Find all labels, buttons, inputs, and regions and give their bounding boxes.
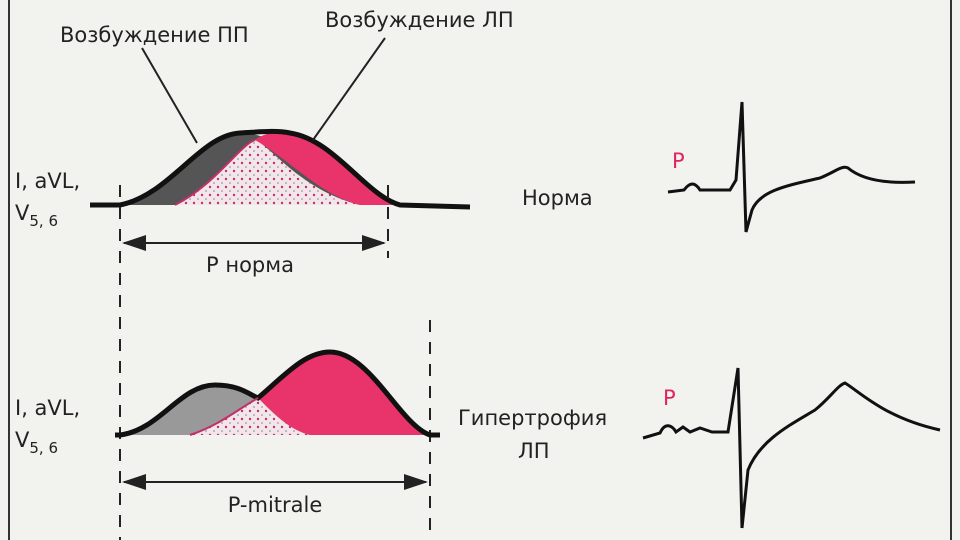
overlap-area	[175, 140, 360, 205]
lead-sub: 5, 6	[29, 212, 58, 230]
state-label: ЛП	[518, 439, 550, 463]
overlap-area	[190, 398, 310, 435]
leads: V5, 6	[15, 201, 58, 230]
la-start	[174, 139, 256, 206]
bottom-p-wave	[115, 349, 440, 438]
la-area	[255, 132, 400, 205]
interval-label: P-mitrale	[228, 493, 323, 517]
label: Возбуждение ПП	[60, 23, 249, 47]
pointer	[312, 37, 386, 141]
p-outline	[115, 349, 440, 438]
la-start	[189, 397, 259, 436]
leads: I, aVL,	[15, 169, 80, 193]
lead-v: V	[15, 201, 30, 225]
leads: V5, 6	[15, 428, 58, 457]
leads: I, aVL,	[15, 396, 80, 420]
pointer	[141, 47, 198, 144]
la-area	[258, 352, 430, 435]
state-label: Гипертрофия	[458, 406, 607, 430]
top-p-wave	[90, 128, 471, 210]
ecg-trace	[667, 101, 916, 233]
lead-v: V	[15, 428, 30, 452]
label: Возбуждение ЛП	[325, 8, 514, 32]
interval-label: P норма	[206, 253, 294, 277]
state-label: Норма	[522, 186, 593, 210]
wave-label: P	[663, 386, 676, 410]
ecg-trace	[642, 367, 941, 529]
p-outline	[90, 128, 471, 210]
wave-label: P	[672, 149, 685, 173]
lead-sub: 5, 6	[29, 439, 58, 457]
